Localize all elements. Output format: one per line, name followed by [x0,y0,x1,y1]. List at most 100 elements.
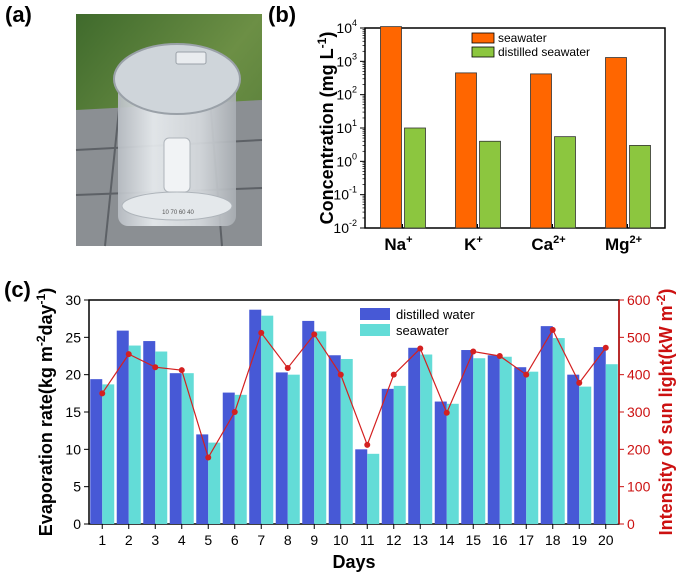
chart-c-xtick-label: 14 [439,532,455,548]
legend-label-distilled-water: distilled water [396,307,475,322]
chart-b-ytick-label: 103 [336,51,357,69]
chart-c-sunlight-point [258,329,265,336]
panel-label-c: (c) [4,277,31,302]
chart-c-bar-seawater [102,384,115,524]
chart-b-ytick-label: 10-1 [333,185,357,203]
chart-c-sunlight-line [101,328,607,460]
chart-b-bar-seawater [455,72,477,229]
inner-tube [163,137,191,193]
panel-label-b: (b) [268,2,296,27]
chart-b-ytick-label: 101 [336,118,357,136]
panel-label-a: (a) [5,2,32,27]
chart-c-sunlight-point [178,367,185,374]
chart-c-xtick-label: 7 [257,532,265,548]
chart-c-xlabel: Days [332,552,375,572]
chart-c-xtick-label: 15 [465,532,481,548]
chart-c-ylabel: Evaporation rate(kg m-2day-1) [34,288,56,536]
chart-b-bar-distilled-seawater [554,136,576,229]
chart-b-bar-seawater [605,57,627,229]
chart-c-sunlight-point [417,345,424,352]
chart-c-sunlight-point [125,351,132,358]
chart-b-xtick-label: Ca2+ [531,234,565,254]
chart-c-bar-distilled-water [143,341,156,524]
chart-b-bar-distilled-seawater [479,140,501,229]
chart-c-bar-distilled-water [540,326,553,524]
chart-c-bar-seawater [287,374,300,524]
chart-c-bar-distilled-water [434,401,447,524]
chart-b-bar-seawater [530,73,552,229]
chart-c-sunlight-point [470,348,477,355]
chart-c-xtick-label: 10 [333,532,349,548]
chart-c-xtick-label: 17 [518,532,534,548]
legend-label-distilled-seawater: distilled seawater [498,45,590,59]
chart-b-ytick-label: 104 [336,18,357,36]
jar-base [121,191,233,221]
chart-c-bar-seawater [234,394,247,524]
chart-c-xtick-label: 8 [284,532,292,548]
chart-c-y2tick-label: 100 [627,479,651,495]
chart-c-y2tick-label: 300 [627,404,651,420]
chart-c-sunlight-point [523,371,530,378]
chart-c-bar-seawater [393,385,406,524]
chart-c-sunlight-point [576,379,583,386]
chart-c-sunlight-point [496,353,503,359]
chart-c-xtick-label: 1 [98,532,106,548]
jar-lid [113,43,241,115]
chart-c-sunlight-point [390,371,397,378]
chart-c-sunlight-point [231,409,238,415]
chart-c-bar-distilled-water [302,320,315,524]
chart-c-bar-distilled-water [222,392,235,524]
chart-c-bar-distilled-water [461,350,474,524]
chart-c-bar-distilled-water [116,330,129,524]
device-photo: 10 70 60 40 [75,14,263,247]
chart-c-bar-distilled-water [593,347,606,524]
chart-c-bar-seawater [499,356,512,524]
chart-c-sunlight-point [364,441,371,448]
chart-c-bar-seawater [208,442,221,524]
chart-b-ytick-label: 100 [336,151,357,169]
chart-c-bar-seawater [446,403,459,524]
chart-c-xtick-label: 16 [492,532,508,548]
chart-b-xtick-label: Na+ [384,234,412,254]
chart-c-y2tick-label: 0 [627,516,635,532]
chart-b-xtick-label: Mg2+ [605,234,642,254]
chart-c-xtick-label: 3 [151,532,159,548]
chart-b-ylabel-text: Concentration (mg L [317,48,337,224]
chart-c-bar-seawater [367,453,380,524]
chart-c-bar-distilled-water [249,309,262,524]
chart-b: 10-2 10-1 100 101 102 103 104 Na+ K+ Ca2+ Mg2+ Co… [315,18,666,254]
chart-c-bar-distilled-water [514,367,527,524]
chart-c-bar-seawater [155,351,168,524]
chart-c-ytick-label: 20 [65,367,81,383]
chart-b-bar-distilled-seawater [629,145,651,229]
chart-c-sunlight-point [311,331,318,338]
chart-c-y2tick-label: 200 [627,441,651,457]
chart-c-xtick-label: 18 [545,532,561,548]
legend-label-seawater: seawater [498,31,547,45]
chart-c-bar-seawater [605,364,618,524]
chart-c-xtick-label: 19 [571,532,587,548]
chart-c-sunlight-point [337,371,344,378]
chart-b-ylabel: Concentration (mg L-1) [315,32,337,225]
chart-b-ytick-label: 102 [336,85,357,103]
chart-c-ytick-label: 0 [73,516,81,532]
chart-b-bar-distilled-seawater [404,127,426,229]
legend-label-seawater-c: seawater [396,323,449,338]
legend-swatch-seawater-c [360,324,390,336]
chart-c-y2tick-label: 600 [627,292,651,308]
chart-c-ytick-label: 30 [65,292,81,308]
chart-c-bar-seawater [340,358,353,524]
chart-c-bar-seawater [420,354,433,524]
chart-c-ytick-label: 25 [65,329,81,345]
chart-c-bar-seawater [579,386,592,524]
chart-c-y2tick-label: 500 [627,329,651,345]
chart-c-sunlight-point [99,390,106,397]
chart-c-sunlight-point [443,409,450,416]
chart-c-bar-seawater [181,373,194,524]
chart-c-bar-distilled-water [275,372,288,524]
chart-c-xtick-label: 5 [204,532,212,548]
chart-c-bar-distilled-water [408,347,421,524]
chart-c-xtick-label: 13 [412,532,428,548]
chart-c-bar-distilled-water [355,449,368,524]
chart-c-bar-distilled-water [196,434,209,524]
